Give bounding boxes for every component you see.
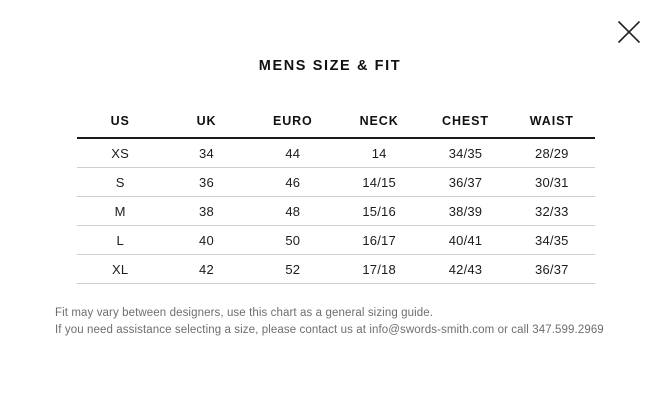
size-table: US UK EURO NECK CHEST WAIST XS 34 44 14 … — [77, 114, 595, 284]
table-row: L 40 50 16/17 40/41 34/35 — [77, 225, 595, 255]
column-header-waist: WAIST — [508, 114, 595, 139]
close-x-icon — [617, 20, 641, 44]
cell-neck: 16/17 — [335, 225, 423, 255]
cell-uk: 36 — [163, 167, 250, 197]
cell-us: S — [77, 167, 164, 197]
contact-assistance-text: If you need assistance selecting a size,… — [55, 324, 604, 336]
close-button[interactable] — [615, 18, 643, 46]
table-row: S 36 46 14/15 36/37 30/31 — [77, 167, 595, 197]
cell-euro: 52 — [249, 254, 336, 284]
cell-waist: 28/29 — [508, 138, 595, 168]
cell-chest: 36/37 — [422, 167, 509, 197]
footer-notes: Fit may vary between designers, use this… — [55, 305, 615, 339]
cell-euro: 44 — [249, 138, 336, 168]
cell-uk: 38 — [163, 196, 250, 226]
cell-neck: 17/18 — [335, 254, 423, 284]
cell-waist: 36/37 — [508, 254, 595, 284]
cell-waist: 30/31 — [508, 167, 595, 197]
cell-neck: 15/16 — [335, 196, 423, 226]
cell-waist: 32/33 — [508, 196, 595, 226]
fit-disclaimer-text: Fit may vary between designers, use this… — [55, 307, 434, 319]
cell-chest: 42/43 — [422, 254, 509, 284]
size-chart: US UK EURO NECK CHEST WAIST XS 34 44 14 … — [77, 114, 595, 284]
table-header-row: US UK EURO NECK CHEST WAIST — [77, 114, 595, 139]
page-title: MENS SIZE & FIT — [258, 58, 402, 74]
table-row: XL 42 52 17/18 42/43 36/37 — [77, 254, 595, 284]
cell-us: XS — [77, 138, 164, 168]
column-header-chest: CHEST — [422, 114, 509, 139]
column-header-uk: UK — [163, 114, 250, 139]
table-row: XS 34 44 14 34/35 28/29 — [77, 138, 595, 168]
cell-euro: 50 — [249, 225, 336, 255]
cell-euro: 46 — [249, 167, 336, 197]
column-header-neck: NECK — [335, 114, 423, 139]
cell-chest: 34/35 — [422, 138, 509, 168]
column-header-us: US — [77, 114, 164, 139]
cell-chest: 38/39 — [422, 196, 509, 226]
table-row: M 38 48 15/16 38/39 32/33 — [77, 196, 595, 226]
cell-neck: 14 — [335, 138, 423, 168]
cell-us: L — [77, 225, 164, 255]
cell-uk: 40 — [163, 225, 250, 255]
cell-us: XL — [77, 254, 164, 284]
cell-chest: 40/41 — [422, 225, 509, 255]
cell-uk: 34 — [163, 138, 250, 168]
cell-euro: 48 — [249, 196, 336, 226]
cell-neck: 14/15 — [335, 167, 423, 197]
column-header-euro: EURO — [249, 114, 336, 139]
cell-us: M — [77, 196, 164, 226]
cell-uk: 42 — [163, 254, 250, 284]
cell-waist: 34/35 — [508, 225, 595, 255]
